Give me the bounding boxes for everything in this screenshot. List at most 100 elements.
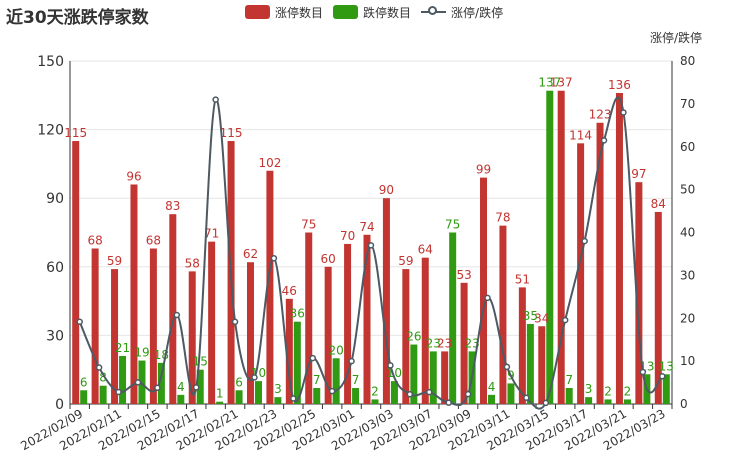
y-left-tick-label: 0	[55, 397, 64, 413]
bar-down-label: 23	[464, 336, 479, 350]
bar-down-label: 7	[565, 373, 573, 387]
ratio-point	[328, 387, 336, 395]
bar-down	[274, 397, 282, 404]
ratio-point	[445, 399, 452, 406]
ratio-point	[639, 368, 647, 376]
ratio-point	[348, 357, 355, 365]
bar-down-label: 2	[604, 384, 612, 398]
ratio-point	[581, 237, 588, 245]
bar-down-label: 2	[371, 384, 379, 398]
bar-up	[149, 248, 157, 404]
ratio-point	[464, 390, 472, 398]
bar-down-label: 1	[216, 387, 224, 401]
bar-down	[488, 394, 496, 404]
bar-down-label: 15	[193, 355, 208, 369]
ratio-point	[290, 395, 297, 402]
ratio-point	[134, 379, 142, 386]
y-right-tick-label: 30	[680, 268, 695, 282]
bar-down	[119, 355, 127, 404]
bar-down-label: 3	[585, 382, 593, 396]
ratio-point	[154, 384, 161, 392]
bar-up	[169, 214, 177, 404]
ratio-point	[231, 318, 239, 326]
bar-up-label: 84	[651, 197, 666, 211]
bar-up	[615, 93, 623, 404]
bar-up	[577, 143, 585, 404]
legend-item-up[interactable]: 涨停数目	[245, 4, 323, 21]
bar-up-label: 99	[476, 163, 491, 177]
bar-up	[402, 269, 410, 404]
bar-down	[235, 390, 243, 404]
bar-up-label: 51	[515, 272, 530, 286]
bar-down	[177, 394, 185, 404]
bar-up-label: 60	[321, 252, 336, 266]
bar-up	[266, 170, 274, 404]
y-right-tick-label: 80	[680, 54, 695, 68]
bar-down	[216, 401, 224, 404]
legend-line-icon	[421, 5, 447, 19]
y-right-tick-label: 20	[680, 311, 695, 325]
chart-title: 近30天涨跌停家数	[6, 8, 149, 28]
bar-up-label: 115	[64, 126, 87, 140]
bar-up	[421, 257, 429, 404]
bar-up	[363, 234, 371, 404]
y-right-tick-label: 50	[680, 183, 695, 197]
bar-up	[480, 177, 488, 404]
ratio-point	[523, 394, 530, 401]
bar-down	[410, 344, 418, 404]
bar-down-label: 8	[99, 371, 107, 385]
bar-up-label: 97	[631, 167, 646, 181]
ratio-point	[309, 354, 316, 362]
ratio-point	[367, 242, 375, 249]
bar-up	[305, 232, 313, 404]
bar-down-label: 36	[290, 307, 305, 321]
bar-down-label: 20	[329, 343, 344, 357]
bar-down-label: 23	[426, 336, 441, 350]
bar-down	[371, 399, 379, 404]
bar-up-label: 53	[456, 268, 471, 282]
bar-up	[596, 122, 604, 405]
y-right-tick-label: 0	[680, 397, 688, 411]
bar-up-label: 59	[107, 254, 122, 268]
bar-down	[390, 381, 398, 404]
bar-up-label: 136	[608, 78, 631, 92]
bar-up-label: 78	[495, 211, 510, 225]
bar-up-label: 115	[220, 126, 243, 140]
legend-item-down[interactable]: 跌停数目	[333, 4, 411, 21]
ratio-point	[542, 399, 550, 407]
bar-up-label: 68	[87, 234, 102, 248]
bar-down	[449, 232, 457, 404]
bar-up-label: 68	[146, 234, 161, 248]
bar-down	[526, 323, 534, 404]
ratio-point	[76, 318, 83, 326]
bar-up-label: 59	[398, 254, 413, 268]
y-left-tick-label: 90	[46, 191, 64, 207]
bar-up-label: 34	[534, 311, 549, 325]
bar-up	[499, 225, 507, 404]
bar-down-label: 137	[538, 76, 561, 90]
y-left-tick-label: 120	[37, 123, 64, 139]
ratio-point	[270, 254, 278, 262]
bar-down-label: 75	[445, 218, 460, 232]
bar-down	[196, 369, 204, 404]
bar-up-label: 74	[359, 220, 374, 234]
bar-down-label: 35	[523, 309, 538, 323]
bar-down	[80, 390, 88, 404]
bar-up	[130, 184, 138, 404]
bar-up	[635, 182, 643, 404]
y-left-tick-label: 60	[46, 260, 64, 276]
y-left-tick-label: 30	[46, 328, 64, 344]
bar-down-label: 6	[235, 375, 243, 389]
bar-down	[157, 362, 165, 404]
bar-up	[208, 241, 216, 404]
bar-down-label: 13	[659, 359, 674, 373]
ratio-point	[173, 311, 181, 319]
ratio-point	[659, 373, 666, 380]
bar-up-label: 58	[185, 256, 200, 270]
y-right-tick-label: 60	[680, 140, 695, 154]
legend-item-ratio[interactable]: 涨停/跌停	[421, 4, 503, 21]
bar-down-label: 2	[624, 384, 632, 398]
bar-up-label: 83	[165, 199, 180, 213]
bar-down	[507, 383, 515, 404]
bar-up	[344, 243, 352, 404]
